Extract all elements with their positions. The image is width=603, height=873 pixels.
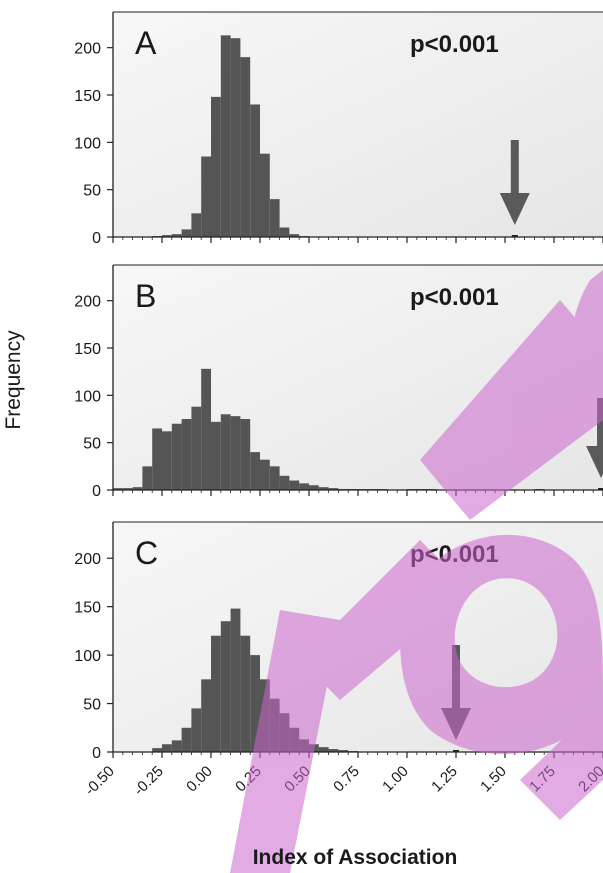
histogram-bar [260, 459, 270, 490]
histogram-bar [328, 749, 339, 752]
watermark-shapes [230, 270, 603, 873]
y-axis-label: Frequency [2, 330, 25, 430]
histogram-bar [152, 748, 162, 752]
histogram-bar [289, 480, 300, 490]
histogram-bar [201, 368, 211, 490]
histogram-bar [211, 96, 221, 237]
watermark-stroke [572, 270, 603, 400]
histogram-bar [171, 423, 182, 490]
histogram-bar [122, 488, 133, 490]
histogram-bar [142, 466, 153, 490]
histogram-bar [269, 199, 280, 237]
histogram-bar [191, 708, 202, 752]
y-tick-label: 200 [74, 551, 101, 568]
histogram-bar [328, 488, 339, 490]
watermark-stroke [520, 700, 603, 820]
y-tick-label: 200 [74, 294, 101, 311]
x-tick-label: 0.00 [183, 763, 216, 796]
histogram-bar [162, 431, 172, 490]
y-tick-label: 0 [92, 745, 101, 762]
p-value-annotation: p<0.001 [410, 284, 499, 311]
histogram-bar [220, 35, 231, 237]
histogram-bar [309, 485, 319, 490]
histogram-bar [240, 57, 251, 237]
x-tick-label: -0.25 [131, 763, 167, 799]
histogram-bar [191, 406, 202, 490]
histogram-bar [230, 38, 241, 238]
histogram-bar [338, 750, 349, 752]
histogram-bar [230, 608, 241, 752]
histogram-bar [250, 104, 260, 237]
y-tick-label: 100 [74, 388, 101, 405]
histogram-bar [152, 428, 162, 490]
histogram-bar [171, 740, 182, 752]
y-tick-label: 100 [74, 648, 101, 665]
observed-value-bar [511, 235, 518, 237]
histogram-bar [220, 621, 231, 752]
histogram-bar [318, 747, 329, 752]
y-tick-label: 50 [83, 183, 101, 200]
y-tick-label: 150 [74, 600, 101, 617]
histogram-bar [279, 227, 290, 237]
x-axis-label: Index of Association [252, 846, 458, 869]
histogram-bar [201, 679, 211, 752]
x-tick-label: 1.50 [477, 763, 510, 796]
histogram-bar [132, 487, 143, 490]
watermark-stroke [230, 610, 340, 873]
histogram-bar [181, 229, 192, 237]
y-tick-label: 200 [74, 41, 101, 58]
y-tick-label: 100 [74, 135, 101, 152]
x-tick-label: 0.75 [330, 763, 363, 796]
panel-background [113, 12, 603, 237]
histogram-bar [269, 466, 280, 490]
histogram-bar [250, 655, 260, 752]
histogram-bar [181, 727, 192, 752]
histogram-bar [240, 635, 251, 752]
y-tick-label: 150 [74, 341, 101, 358]
y-tick-label: 0 [92, 483, 101, 500]
histogram-bar [113, 488, 123, 490]
histogram-bar [201, 156, 211, 237]
histogram-bar [211, 421, 221, 490]
observed-value-bar [453, 750, 459, 752]
y-tick-label: 50 [83, 436, 101, 453]
histogram-bar [260, 153, 270, 237]
histogram-bar [220, 414, 231, 490]
histogram-bar [250, 452, 260, 490]
watermark-ring [400, 534, 603, 754]
y-tick-label: 50 [83, 697, 101, 714]
histogram-bar [289, 234, 300, 237]
x-tick-label: -0.50 [82, 763, 118, 799]
panel-label: C [135, 535, 158, 571]
histogram-bar [318, 487, 329, 490]
x-tick-label: 1.25 [428, 763, 461, 796]
y-tick-label: 0 [92, 230, 101, 247]
histogram-bar [181, 419, 192, 490]
histogram-bar [191, 213, 202, 237]
observed-value-bar [598, 488, 603, 490]
y-tick-label: 150 [74, 88, 101, 105]
histogram-bar [162, 235, 172, 237]
observed-value-arrow [499, 140, 530, 225]
histogram-bar [211, 635, 221, 752]
panel-label: B [135, 278, 156, 314]
panel-label: A [135, 25, 157, 61]
histogram-bar [230, 416, 241, 490]
histogram-bar [279, 475, 290, 490]
watermark-stroke [420, 300, 603, 520]
p-value-annotation: p<0.001 [410, 31, 499, 58]
histogram-bar [240, 419, 251, 490]
x-tick-label: 1.00 [379, 763, 412, 796]
histogram-bar [162, 744, 172, 752]
histogram-bar [299, 483, 309, 490]
histogram-bar [171, 234, 182, 237]
